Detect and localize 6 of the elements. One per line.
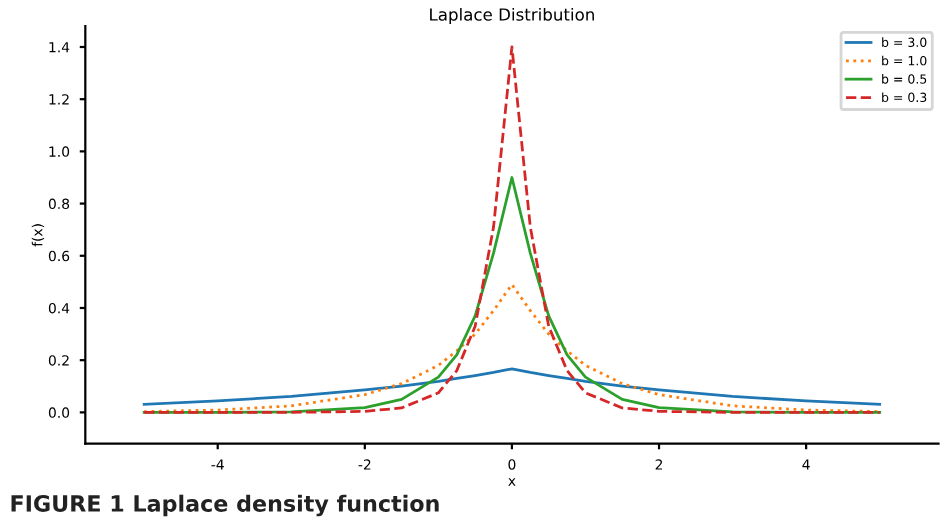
line-series — [142, 176, 882, 414]
line-series — [142, 283, 882, 413]
caption: FIGURE 1 Laplace density function — [11, 494, 439, 517]
chart-title: Laplace Distribution — [430, 7, 594, 25]
line-series — [142, 367, 882, 406]
line-series — [142, 45, 882, 414]
